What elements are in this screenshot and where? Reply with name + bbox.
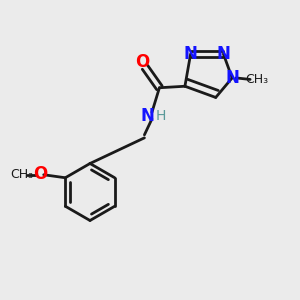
Text: CH₃: CH₃: [245, 73, 268, 86]
Text: CH₃: CH₃: [10, 168, 33, 181]
Text: N: N: [184, 45, 197, 63]
Text: N: N: [140, 107, 154, 125]
Text: H: H: [155, 109, 166, 123]
Text: O: O: [135, 53, 149, 71]
Text: N: N: [225, 69, 239, 87]
Text: O: O: [33, 165, 47, 183]
Text: N: N: [217, 45, 230, 63]
